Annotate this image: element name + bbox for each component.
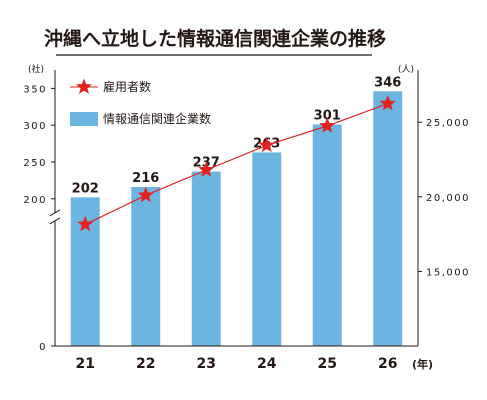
star-marker	[198, 161, 215, 177]
left-axis-unit: (社)	[28, 63, 44, 75]
x-tick-label: 21	[76, 356, 95, 372]
star-marker	[258, 136, 275, 153]
bar-data-label: 301	[314, 108, 341, 123]
right-tick-label: 15,000	[426, 267, 470, 278]
legend-label-companies: 情報通信関連企業数	[103, 111, 211, 126]
x-tick-label: 26	[378, 356, 397, 372]
chart-title: 沖縄へ立地した情報通信関連企業の推移	[44, 27, 386, 50]
left-tick-label: 250	[23, 158, 47, 169]
star-marker	[137, 186, 154, 203]
right-axis-unit: (人)	[398, 64, 414, 75]
bar	[252, 152, 282, 346]
star-marker	[379, 95, 396, 111]
bar	[191, 171, 221, 346]
right-tick-label: 25,000	[426, 118, 470, 129]
bar-data-label: 346	[374, 75, 401, 90]
x-tick-label: 25	[318, 356, 337, 372]
bar	[131, 187, 161, 346]
left-tick-label: 350	[23, 84, 47, 95]
star-marker	[319, 117, 336, 133]
right-tick-label: 20,000	[426, 193, 470, 204]
plot-area: 020025030035015,00020,00025,000202216237…	[23, 70, 470, 372]
x-tick-label: 23	[197, 356, 216, 372]
left-tick-label: 200	[23, 195, 47, 206]
x-tick-label: 22	[136, 356, 155, 372]
x-tick-label: 24	[257, 356, 277, 372]
legend: 雇用者数 情報通信関連企業数	[70, 78, 211, 126]
left-tick-label: 300	[23, 121, 47, 132]
legend-star-icon	[75, 78, 93, 94]
axis-break-mark	[49, 209, 61, 217]
bar	[373, 91, 403, 347]
x-axis-unit: (年)	[412, 357, 433, 371]
left-tick-label: 0	[39, 342, 47, 353]
bar-data-label: 216	[132, 171, 159, 186]
legend-bar-swatch	[70, 112, 98, 126]
bar-data-label: 202	[72, 181, 99, 196]
employees-line	[85, 103, 389, 225]
bar	[312, 124, 342, 347]
legend-label-employees: 雇用者数	[103, 79, 151, 94]
star-marker	[77, 215, 94, 232]
axis-break-mark	[49, 217, 61, 225]
